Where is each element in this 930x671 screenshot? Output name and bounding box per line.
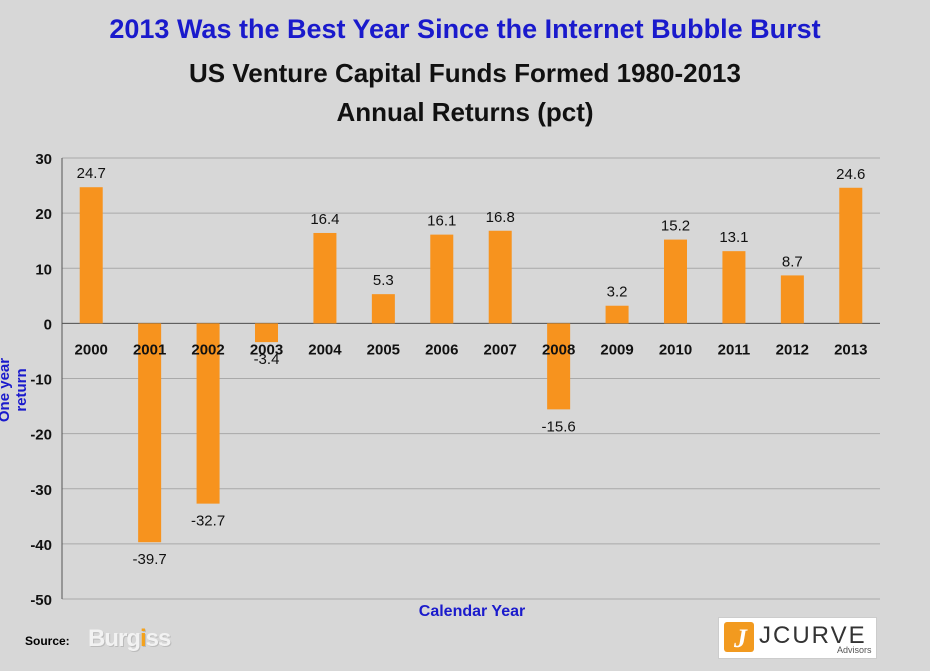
bar-2000	[79, 187, 103, 324]
x-tick-label: 2009	[600, 341, 633, 358]
x-tick-label: 2012	[776, 341, 809, 358]
jcurve-mark-icon: J	[724, 622, 754, 653]
x-tick-label: 2008	[542, 341, 575, 358]
bar-2001	[138, 323, 162, 543]
y-tick-label: -40	[30, 537, 52, 554]
y-tick-label: -10	[30, 372, 52, 389]
bar-2003	[255, 323, 278, 343]
y-tick-label: 30	[35, 151, 52, 168]
x-tick-label: 2007	[484, 341, 517, 358]
bar-2008	[547, 323, 571, 410]
bar-2007	[488, 230, 512, 324]
burgiss-logo: Burgiss	[88, 625, 171, 652]
x-tick-label: 2005	[367, 341, 400, 358]
data-label: -32.7	[191, 513, 225, 530]
bar-2011	[722, 251, 746, 324]
bar-2010	[664, 239, 687, 324]
y-tick-label: -50	[30, 592, 52, 609]
x-tick-label: 2011	[718, 341, 751, 358]
bar-2004	[313, 232, 337, 324]
x-tick-label: 2002	[191, 341, 224, 358]
y-tick-label: -20	[30, 427, 52, 444]
x-axis-label: Calendar Year	[418, 603, 526, 620]
data-label: -39.7	[133, 551, 167, 568]
data-label: 8.7	[782, 253, 803, 270]
x-tick-label: 2004	[308, 341, 342, 358]
x-tick-label: 2010	[659, 341, 692, 358]
data-label: 15.2	[661, 218, 690, 235]
data-label: 16.4	[310, 211, 339, 228]
data-label: 24.7	[77, 165, 106, 182]
chart-title: US Venture Capital Funds Formed 1980-201…	[189, 58, 741, 88]
bar-2012	[780, 275, 804, 324]
data-label: 24.6	[836, 166, 865, 183]
chart-subtitle: Annual Returns (pct)	[336, 97, 594, 127]
bar-2002	[196, 323, 220, 504]
y-tick-label: 10	[35, 261, 52, 278]
data-label: -15.6	[542, 418, 576, 435]
x-tick-label: 2006	[425, 341, 458, 358]
y-tick-label: 0	[44, 316, 52, 333]
bar-2013	[839, 187, 863, 324]
y-axis-label: One year return	[0, 357, 30, 423]
x-tick-label: 2001	[133, 341, 166, 358]
x-tick-label: 2000	[75, 341, 108, 358]
y-tick-label: 20	[35, 206, 52, 223]
data-label: 16.8	[486, 209, 515, 226]
data-label: 5.3	[373, 272, 394, 289]
headline-title: 2013 Was the Best Year Since the Interne…	[109, 14, 821, 44]
bar-2006	[430, 234, 454, 324]
bar-2005	[371, 294, 395, 324]
jcurve-logo: J JCURVE Advisors	[718, 617, 877, 659]
bar-2009	[605, 305, 629, 324]
data-label: 13.1	[719, 229, 748, 246]
data-label: 16.1	[427, 213, 456, 230]
source-label: Source:	[25, 634, 70, 648]
data-label: 3.2	[607, 284, 628, 301]
x-tick-label: 2003	[250, 341, 283, 358]
y-tick-label: -30	[30, 482, 52, 499]
x-tick-label: 2013	[834, 341, 867, 358]
data-label: -3.4	[254, 351, 280, 368]
